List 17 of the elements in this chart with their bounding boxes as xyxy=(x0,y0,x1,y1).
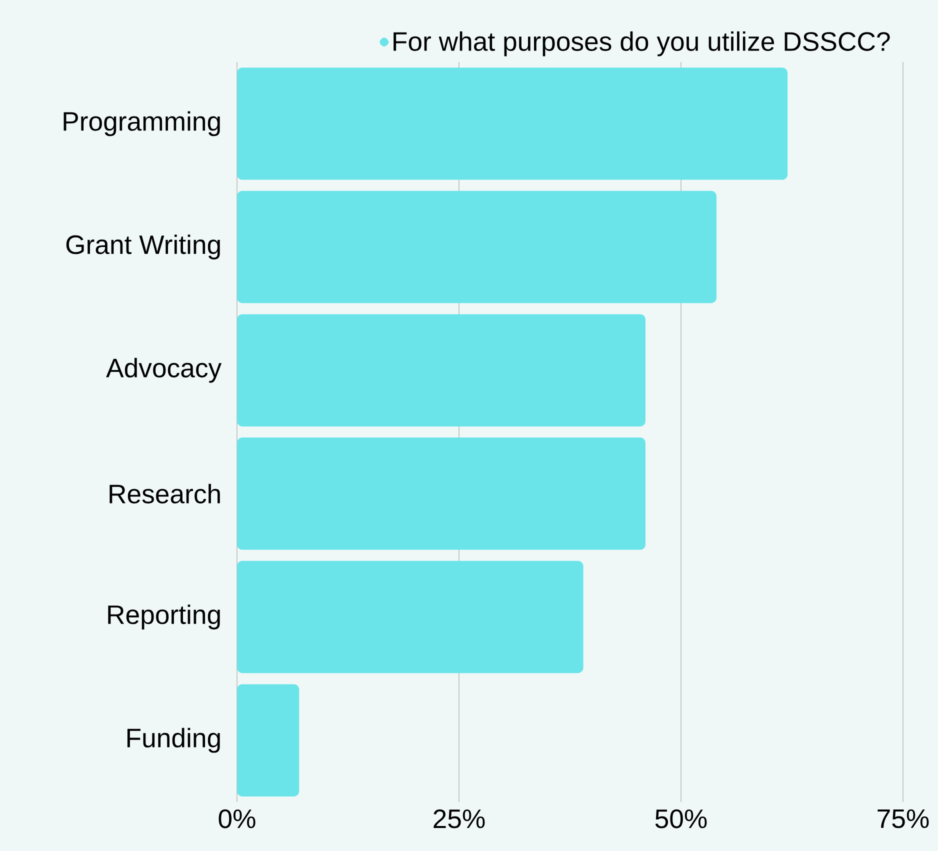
bar xyxy=(237,314,646,426)
legend-label: For what purposes do you utilize DSSCC? xyxy=(394,31,890,56)
y-tick-label: Research xyxy=(110,484,220,504)
bar xyxy=(237,684,300,796)
y-tick-label: Grant Writing xyxy=(66,234,220,260)
bar xyxy=(237,68,788,180)
bar xyxy=(237,190,717,304)
y-tick-label: Programming xyxy=(64,111,220,136)
y-tick-label: Advocacy xyxy=(106,358,222,383)
x-tick-label: 0% xyxy=(218,809,256,828)
bar xyxy=(237,560,584,674)
bar xyxy=(237,438,646,550)
y-tick-label: Reporting xyxy=(108,604,220,630)
x-tick-label: 75% xyxy=(878,809,929,828)
x-tick-label: 25% xyxy=(434,809,485,828)
y-tick-label: Funding xyxy=(127,728,220,753)
x-tick-label: 50% xyxy=(655,809,707,828)
